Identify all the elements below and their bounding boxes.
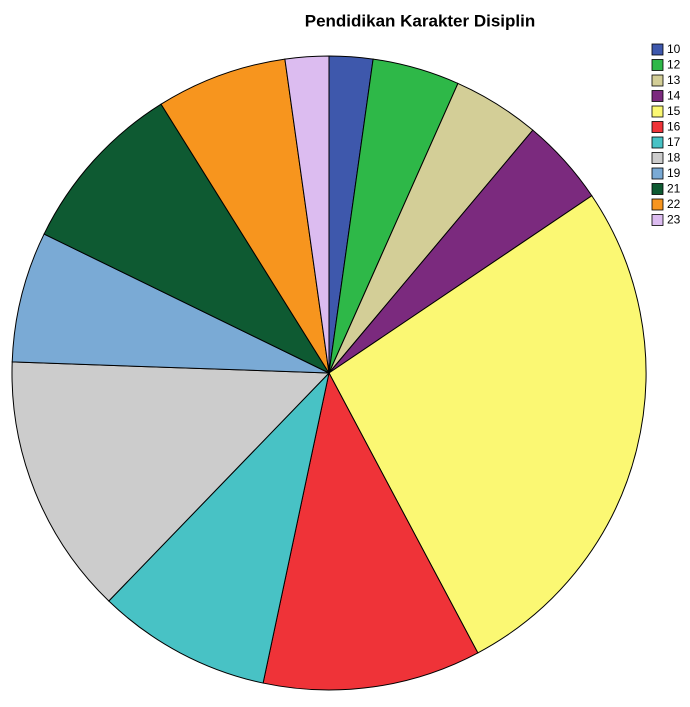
legend-swatch — [651, 121, 664, 133]
legend-label: 18 — [667, 151, 681, 165]
legend-swatch — [651, 90, 664, 102]
legend-label: 12 — [667, 58, 681, 72]
legend-swatch — [651, 43, 664, 56]
legend-label: 15 — [667, 104, 681, 118]
pie-slice — [43, 103, 331, 375]
legend-label: 19 — [667, 166, 681, 180]
legend-swatch — [651, 136, 664, 149]
pie-slice — [284, 55, 330, 374]
chart-title: Pendidikan Karakter Disiplin — [305, 11, 536, 30]
legend-label: 23 — [667, 213, 681, 227]
legend-label: 10 — [667, 42, 681, 56]
legend-swatch — [651, 105, 664, 118]
pie-slice — [328, 195, 647, 654]
legend-swatch — [651, 198, 664, 211]
legend-label: 17 — [667, 135, 681, 149]
legend-label: 21 — [667, 182, 681, 196]
legend-swatch — [651, 59, 664, 71]
legend-swatch — [651, 152, 664, 164]
pie-slice — [108, 371, 330, 684]
legend-swatch — [651, 183, 664, 195]
legend-label: 22 — [667, 197, 681, 211]
pie-slice — [160, 58, 330, 374]
legend-swatch — [651, 74, 664, 87]
pie-slice — [262, 371, 479, 691]
legend-swatch — [651, 214, 664, 226]
pie-slice — [11, 361, 331, 602]
legend-label: 16 — [667, 120, 681, 134]
legend-label: 14 — [667, 89, 681, 103]
pie-slice — [11, 233, 330, 374]
legend-swatch — [651, 167, 664, 180]
legend-label: 13 — [667, 73, 681, 87]
